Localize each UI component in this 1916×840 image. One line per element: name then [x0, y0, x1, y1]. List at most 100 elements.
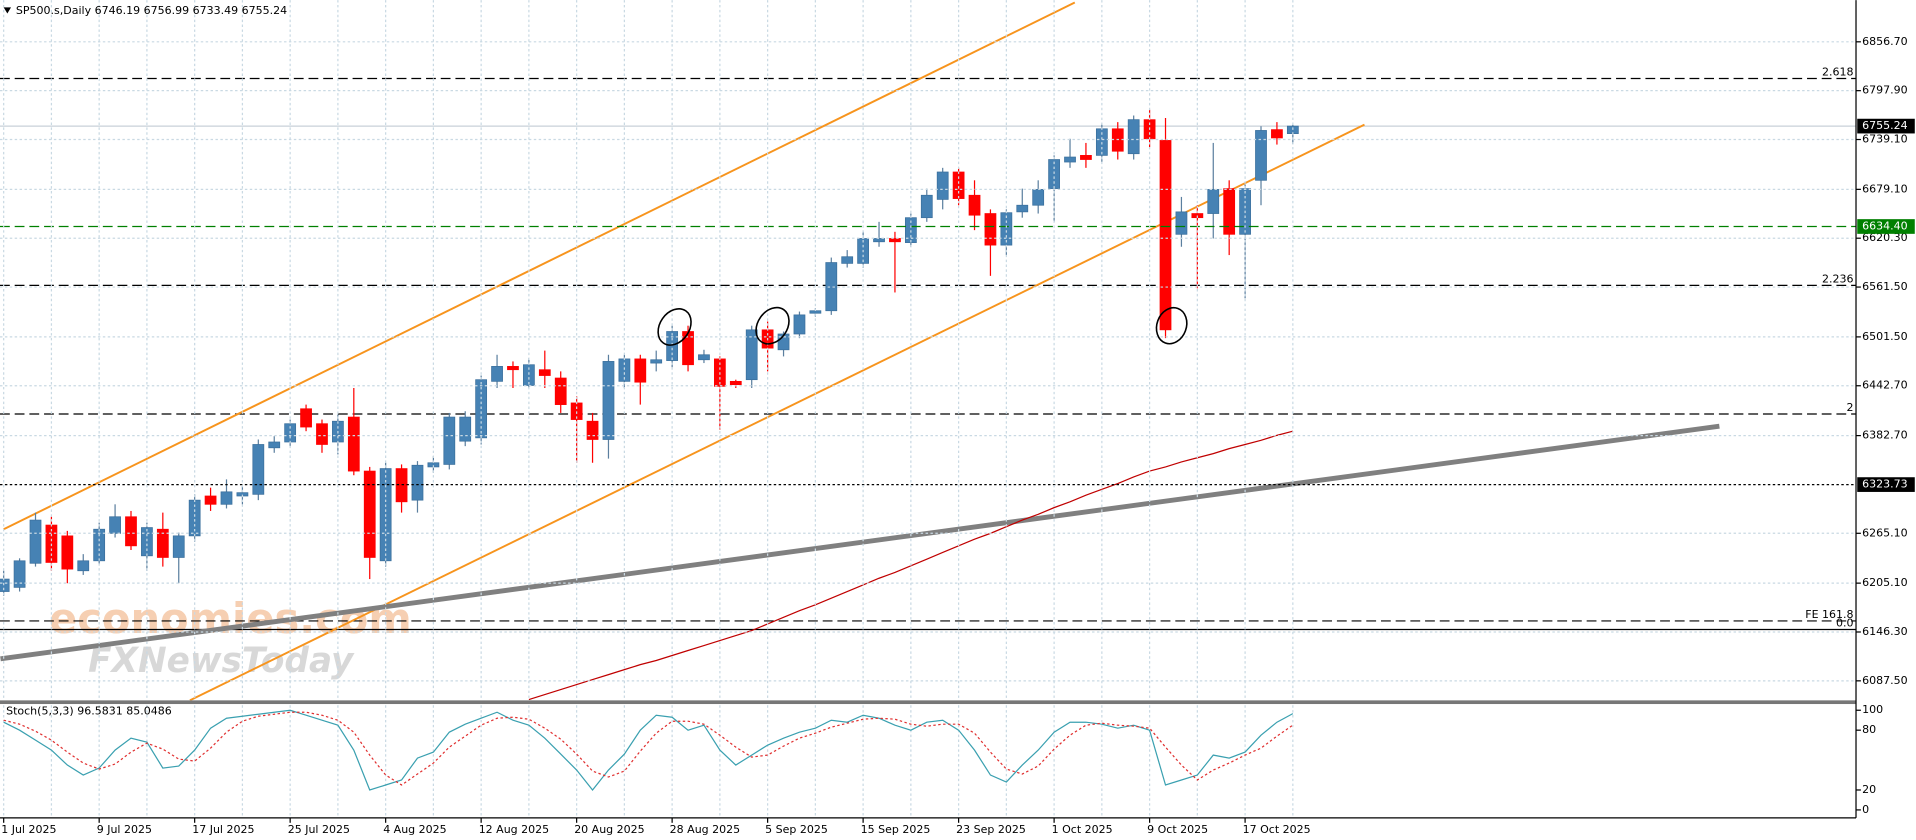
y-tick-label: 6620.30: [1862, 231, 1908, 244]
indicator-header: Stoch(5,3,3) 96.5831 85.0486: [6, 704, 172, 717]
y-tick-label: 100: [1862, 703, 1883, 716]
candle-body: [363, 470, 376, 558]
y-tick-label: 6442.70: [1862, 379, 1908, 392]
candle-body: [1207, 189, 1220, 214]
y-tick-label: 6679.10: [1862, 182, 1908, 195]
y-tick-label: 20: [1862, 783, 1876, 796]
candle-body: [1159, 140, 1172, 331]
candle-body: [268, 441, 281, 449]
y-tick-label: 6797.90: [1862, 84, 1908, 97]
x-tick-label: 15 Sep 2025: [861, 823, 931, 836]
candle-body: [841, 256, 854, 264]
candle-body: [29, 519, 42, 564]
candle-body: [793, 314, 806, 335]
candle-body: [968, 194, 981, 216]
candle-body: [109, 516, 121, 534]
candle-body: [1271, 129, 1283, 139]
price-tag: [1857, 477, 1915, 492]
x-tick-label: 23 Sep 2025: [956, 823, 1026, 836]
level-label: FE 161.8: [1805, 608, 1853, 621]
candle-body: [316, 423, 328, 445]
candle-body: [889, 238, 901, 243]
candle-body: [491, 366, 503, 382]
candle-body: [698, 354, 710, 361]
candle-body: [13, 560, 26, 588]
candle-body: [1223, 188, 1236, 235]
high-value: 6756.99: [144, 4, 189, 17]
price-tag-label: 6634.40: [1862, 219, 1908, 232]
candle-body: [1080, 155, 1092, 160]
x-tick-label: 17 Oct 2025: [1243, 823, 1311, 836]
moving-average: [528, 430, 1293, 701]
candle-body: [650, 359, 663, 364]
highlight-ellipse: [755, 306, 790, 345]
price-tag-label: 6755.24: [1862, 119, 1908, 132]
candle-body: [873, 238, 885, 243]
y-tick-label: 6087.50: [1862, 674, 1908, 687]
x-tick-label: 28 Aug 2025: [670, 823, 740, 836]
level-label: 2.236: [1822, 272, 1854, 285]
candle-body: [443, 416, 456, 465]
candle-body: [984, 213, 997, 246]
level-label: 2.618: [1822, 65, 1854, 78]
y-tick-label: 6856.70: [1862, 35, 1908, 48]
candle-body: [411, 464, 424, 501]
candle-body: [220, 491, 233, 505]
watermark: FXNewsToday: [88, 641, 355, 681]
candle-body: [809, 310, 822, 314]
candle-body: [252, 444, 265, 495]
x-tick-label: 1 Oct 2025: [1052, 823, 1113, 836]
candle-body: [586, 420, 599, 440]
y-tick-label: 6561.50: [1862, 280, 1908, 293]
candle-body: [666, 331, 679, 361]
y-tick-label: 6739.10: [1862, 133, 1908, 146]
candle-body: [745, 329, 758, 381]
candle-body: [156, 528, 169, 558]
x-tick-label: 20 Aug 2025: [574, 823, 644, 836]
candle-body: [1032, 189, 1045, 206]
highlight-ellipse: [657, 308, 692, 346]
candle-body: [1255, 130, 1267, 181]
low-value: 6733.49: [193, 4, 239, 17]
x-tick-label: 9 Oct 2025: [1147, 823, 1208, 836]
candle-body: [538, 369, 551, 376]
candle-body: [0, 578, 10, 592]
menu-icon[interactable]: [3, 7, 12, 14]
trendline: [0, 423, 1720, 662]
candle-body: [777, 333, 790, 351]
candle-body: [347, 416, 360, 472]
y-tick-label: 0: [1862, 803, 1869, 816]
candle-body: [141, 527, 153, 557]
candle-body: [172, 535, 185, 558]
y-tick-label: 6146.30: [1862, 625, 1908, 638]
price-tag-label: 6323.73: [1862, 478, 1908, 491]
candle-body: [507, 366, 519, 371]
price-tag: [1857, 219, 1915, 234]
indicator-line: [3, 711, 1294, 786]
highlight-ellipse: [1155, 306, 1188, 345]
open-value: 6746.19: [95, 4, 140, 17]
candle-body: [825, 262, 838, 312]
x-tick-label: 17 Jul 2025: [192, 823, 254, 836]
candle-body: [1127, 119, 1140, 155]
candle-body: [1175, 211, 1188, 235]
candle-body: [300, 408, 312, 428]
candle-body: [77, 560, 90, 572]
symbol: SP500.s,Daily: [16, 4, 92, 17]
level-label: 2: [1847, 401, 1854, 414]
watermark: economies.com: [49, 594, 412, 643]
candle-body: [952, 171, 965, 199]
close-value: 6755.24: [242, 4, 287, 17]
indicator-line: [3, 709, 1294, 791]
candle-body: [920, 194, 933, 219]
indicator-signal-value: 85.0486: [126, 704, 171, 717]
x-tick-label: 12 Aug 2025: [479, 823, 549, 836]
candle-body: [61, 535, 74, 570]
x-tick-label: 9 Jul 2025: [97, 823, 152, 836]
y-tick-label: 6265.10: [1862, 526, 1908, 539]
x-tick-label: 25 Jul 2025: [288, 823, 350, 836]
y-tick-label: 6501.50: [1862, 330, 1908, 343]
candle-body: [459, 416, 472, 442]
chart-header: SP500.s,Daily 6746.19 6756.99 6733.49 67…: [16, 4, 287, 17]
